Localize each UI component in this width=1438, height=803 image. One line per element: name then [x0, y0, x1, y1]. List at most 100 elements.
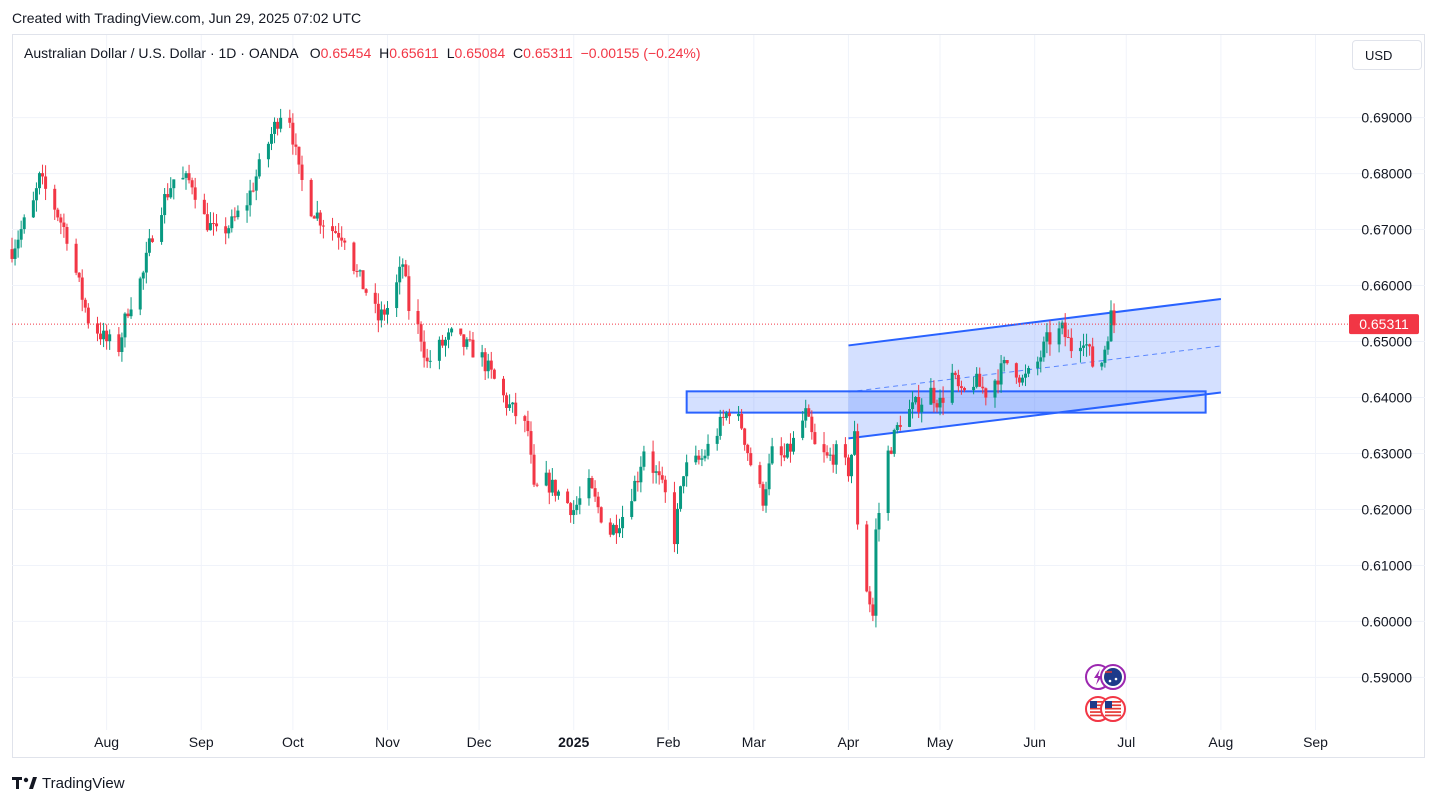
candle-body — [962, 387, 966, 391]
candle-body — [83, 299, 87, 308]
candle-body — [721, 416, 725, 418]
candle-body — [740, 413, 744, 429]
candle-body — [639, 466, 643, 483]
price-tick-label: 0.67000 — [1361, 222, 1412, 238]
candle-body — [929, 387, 933, 405]
candle-body — [1039, 357, 1043, 362]
candle-body — [758, 465, 762, 485]
flag-stripe — [1105, 714, 1121, 717]
candle-body — [1069, 337, 1073, 352]
flag-field — [1104, 668, 1122, 686]
candle-body — [22, 217, 26, 230]
candle-body — [630, 501, 634, 517]
candle-body — [245, 205, 249, 211]
candle-body — [822, 444, 826, 453]
candle-body — [587, 478, 591, 499]
australia-flag-icon[interactable] — [1100, 664, 1126, 690]
us-flag-icon[interactable] — [1100, 696, 1126, 722]
candle-body — [108, 334, 112, 342]
candle-body — [676, 508, 679, 545]
candle-body — [187, 173, 191, 181]
candle-body — [746, 444, 750, 454]
price-tick-label: 0.65000 — [1361, 334, 1412, 350]
candle-body — [126, 313, 130, 317]
candle-body — [1112, 310, 1116, 326]
candle-body — [425, 357, 429, 362]
candle-body — [163, 194, 167, 216]
price-tick-label: 0.61000 — [1361, 557, 1412, 573]
candle-body — [788, 443, 792, 452]
candle-body — [437, 339, 441, 361]
candle-body — [41, 173, 45, 177]
candle-body — [364, 289, 368, 293]
candle-body — [941, 397, 945, 403]
event-badges: 0.65311 — [12, 314, 1419, 722]
flag-stripe — [1105, 701, 1121, 703]
candle-body — [233, 216, 237, 218]
flag-canton — [1090, 701, 1097, 708]
candle-body — [938, 397, 942, 408]
close-value: 0.65311 — [523, 45, 573, 61]
candle-body — [343, 240, 347, 243]
candle-body — [102, 330, 106, 340]
symbol-legend[interactable]: Australian Dollar / U.S. Dollar · 1D · O… — [24, 45, 701, 61]
candle-body — [208, 223, 212, 231]
high-value: 0.65611 — [389, 45, 439, 61]
candle-body — [569, 503, 573, 516]
candle-body — [529, 431, 533, 455]
candle-body — [886, 450, 890, 514]
candle-body — [654, 471, 658, 473]
candle-body — [379, 309, 383, 321]
candle-body — [767, 463, 771, 490]
candle-body — [843, 444, 847, 458]
time-axis: Aug Sep Oct Nov Dec 2025 Feb Mar Apr May Jun Jul Aug… — [94, 734, 1328, 750]
candle-body — [807, 408, 811, 417]
candle-body — [193, 187, 197, 200]
candle-body — [77, 272, 81, 278]
candlestick-series — [10, 108, 1116, 628]
candle-body — [312, 216, 316, 219]
candle-body — [779, 446, 783, 456]
candle-body — [318, 212, 322, 226]
candle-body — [385, 308, 389, 315]
candle-body — [578, 498, 582, 505]
candle-body — [120, 337, 124, 352]
price-tick-label: 0.68000 — [1361, 166, 1412, 182]
candle-body — [404, 264, 408, 277]
candle-body — [636, 480, 640, 483]
candle-body — [828, 454, 832, 456]
candle-body — [279, 117, 283, 129]
time-tick-label: Sep — [189, 734, 214, 750]
candle-body — [471, 339, 475, 358]
trend-channel-drawing — [685, 297, 1222, 440]
tradingview-brand: TradingView — [42, 774, 125, 792]
candle-body — [596, 496, 600, 508]
candle-body — [181, 177, 185, 180]
candle-body — [660, 475, 664, 480]
currency-button[interactable]: USD — [1352, 40, 1422, 70]
candle-body — [999, 363, 1003, 385]
candle-body — [202, 199, 206, 215]
candle-body — [505, 395, 509, 408]
candle-body — [1005, 360, 1009, 364]
candle-body — [1020, 377, 1024, 383]
price-tick-label: 0.60000 — [1361, 613, 1412, 629]
candle-body — [99, 333, 103, 340]
candle-body — [898, 425, 902, 427]
time-tick-label: Aug — [94, 734, 119, 750]
candle-body — [1100, 362, 1104, 367]
candle-body — [770, 446, 774, 464]
candle-body — [856, 431, 860, 525]
candle-body — [166, 194, 170, 198]
candle-body — [657, 471, 661, 476]
candle-body — [382, 309, 386, 315]
candle-body — [804, 408, 808, 421]
candle-body — [575, 504, 579, 511]
candle-body — [853, 431, 857, 455]
close-label: C — [513, 45, 524, 61]
candle-body — [361, 270, 365, 290]
support-range-box — [685, 390, 1207, 414]
channel-upper-line — [848, 297, 1222, 347]
candle-body — [782, 455, 786, 458]
